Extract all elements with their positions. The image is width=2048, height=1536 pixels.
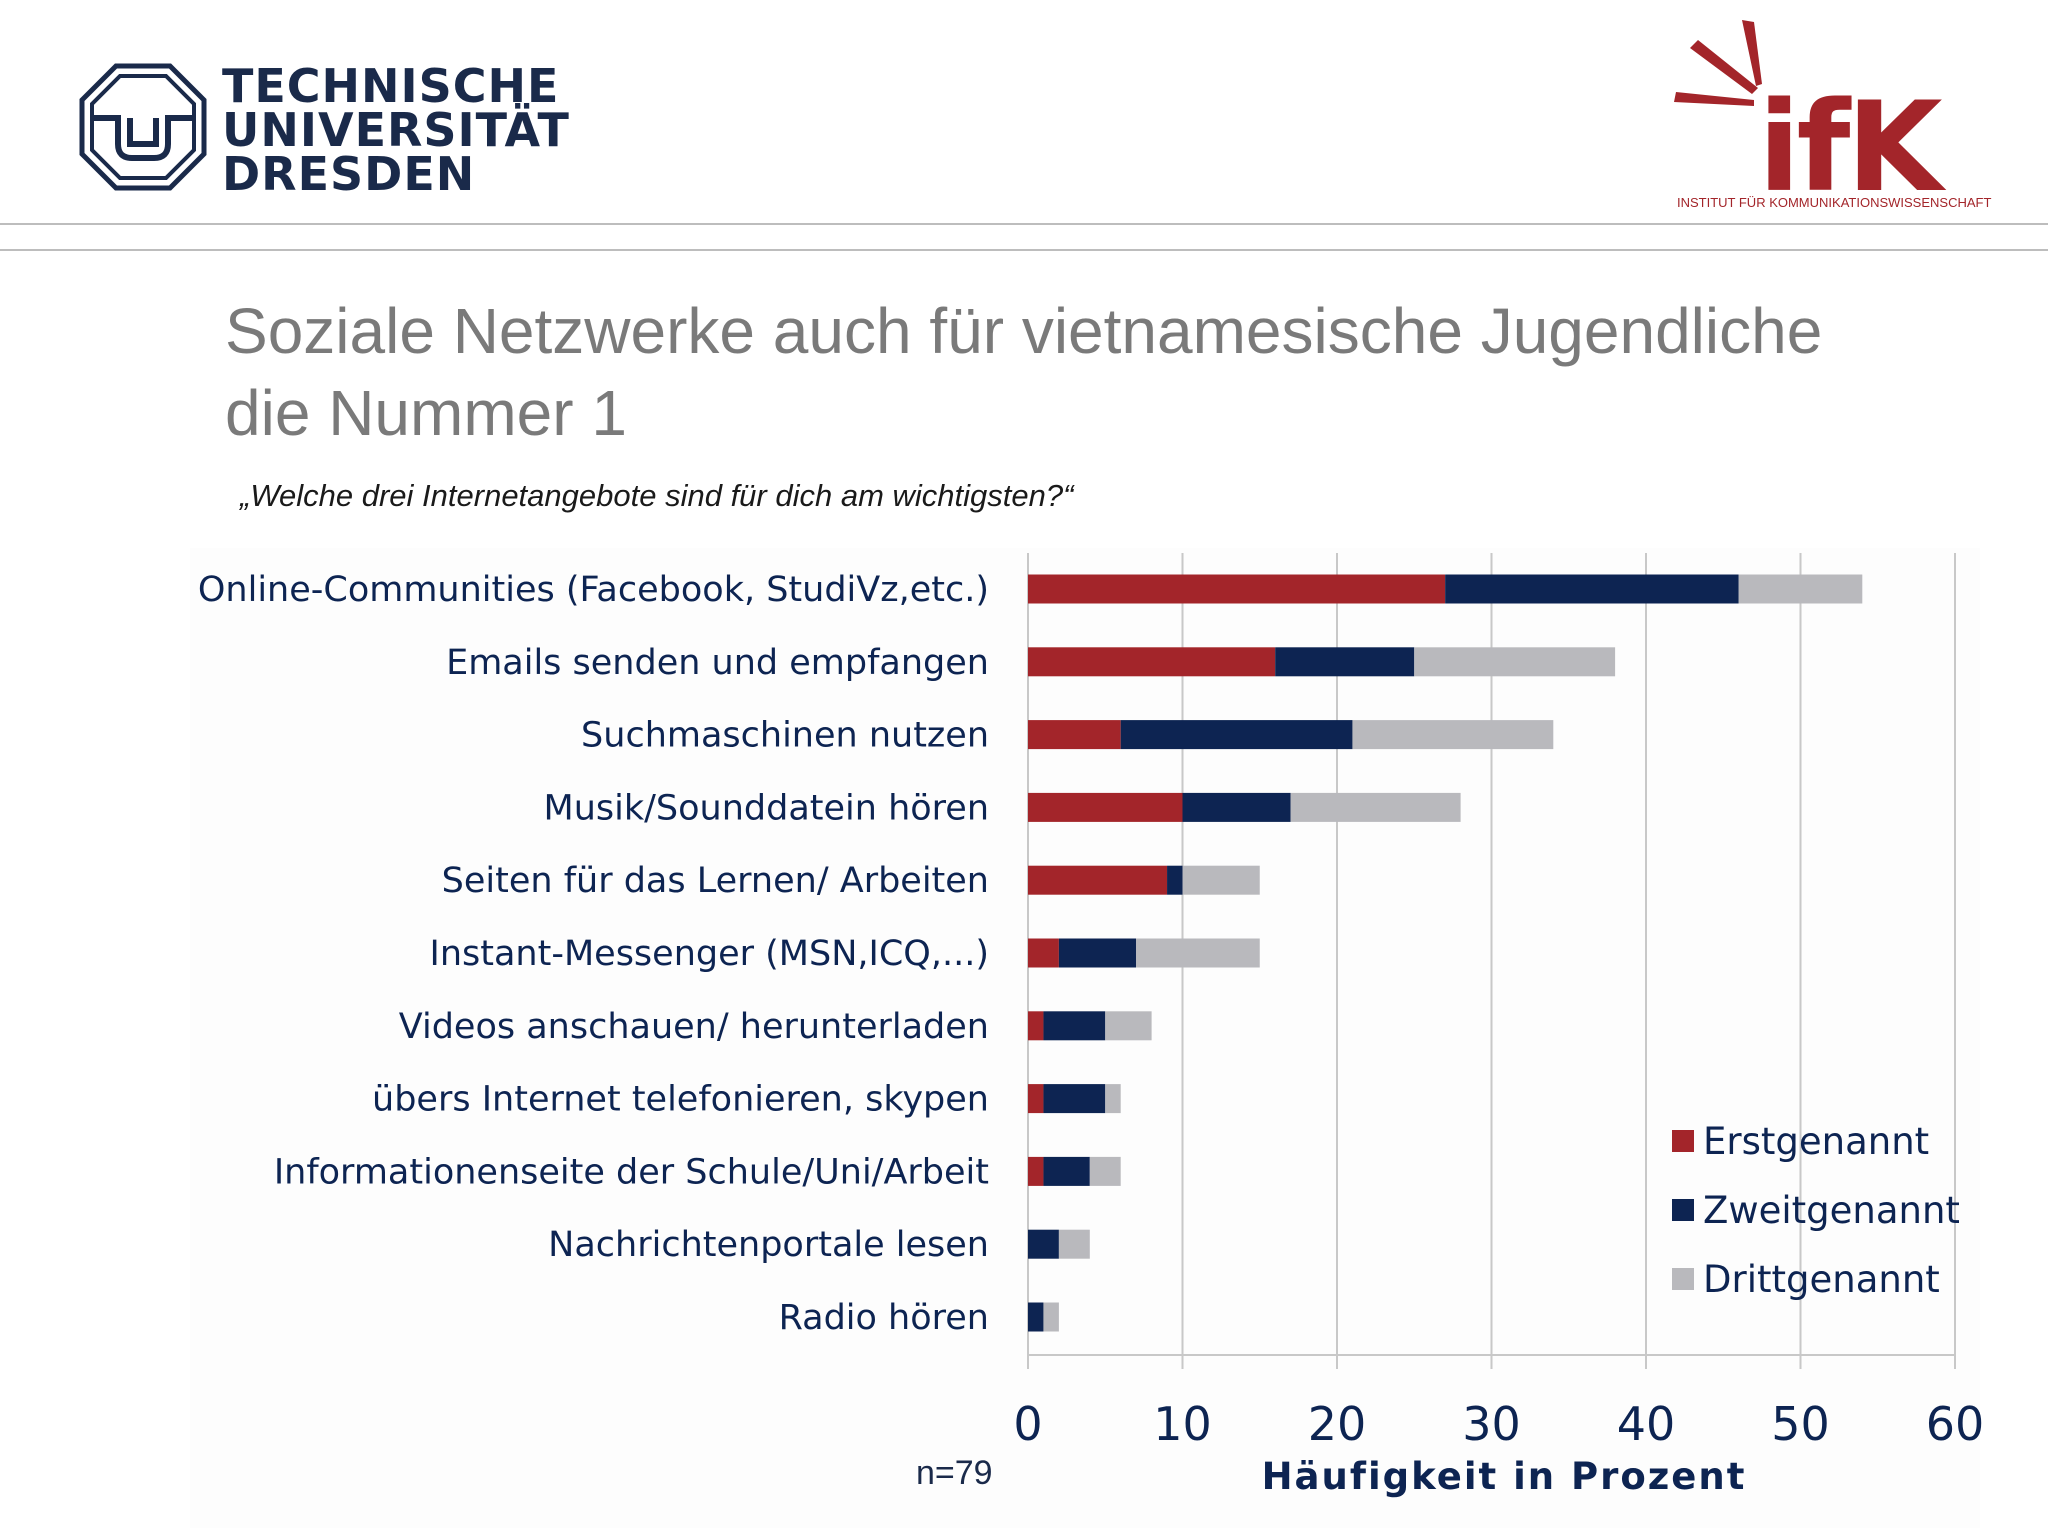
x-tick-label: 20 [1308,1397,1367,1451]
ifk-mark: ifK [1758,76,1946,220]
ifk-subtitle: INSTITUT FÜR KOMMUNIKATIONSWISSENSCHAFT [1677,195,1992,210]
bar-segment [1028,1302,1044,1332]
x-tick-label: 50 [1771,1397,1830,1451]
bar-segment [1028,792,1183,822]
category-label: Videos anschauen/ herunterladen [399,1007,989,1047]
tud-line-2: UNIVERSITÄT [222,103,570,157]
bar-segment [1105,1084,1121,1114]
bar-segment [1043,1156,1090,1186]
x-tick-label: 30 [1462,1397,1521,1451]
bar-segment [1028,1084,1044,1114]
bar-segment [1043,1084,1106,1114]
bar-segment [1028,938,1059,968]
bar-segment [1167,865,1183,895]
bar-segment [1058,1229,1090,1259]
tu-dresden-wordmark: TECHNISCHE UNIVERSITÄT DRESDEN [222,59,570,201]
header-rule-top [0,223,2048,225]
bar-segment [1445,574,1739,604]
bar-segment [1414,647,1616,677]
x-tick-label: 40 [1617,1397,1676,1451]
bar-segment [1028,647,1276,677]
bar-segment [1028,1229,1059,1259]
bar-segment [1182,865,1260,895]
bar-segment [1028,865,1168,895]
legend-label: Zweitgenannt [1703,1189,1960,1232]
slide-title-line-1: Soziale Netzwerke auch für vietnamesisch… [225,295,1823,367]
tu-dresden-logo [79,63,207,191]
slide-header: TECHNISCHE UNIVERSITÄT DRESDEN ifK INSTI… [0,0,2048,260]
category-label: Online-Communities (Facebook, StudiVz,et… [198,570,989,610]
sample-size-note: n=79 [916,1454,993,1492]
bar-segment [1028,574,1446,604]
bar-segment [1043,1011,1106,1041]
header-rule-bottom [0,249,2048,251]
category-label: Emails senden und empfangen [446,643,989,683]
legend-swatch [1672,1130,1694,1152]
bar-segment [1352,720,1554,750]
category-label: Seiten für das Lernen/ Arbeiten [442,861,989,901]
bar-segment [1290,792,1461,822]
category-label: übers Internet telefonieren, skypen [372,1080,989,1120]
x-axis-title: Häufigkeit in Prozent [1262,1455,1747,1498]
x-tick-label: 60 [1926,1397,1985,1451]
bar-segment [1120,720,1353,750]
tud-line-3: DRESDEN [222,147,476,201]
bar-segment [1043,1302,1059,1332]
bar-segment [1136,938,1260,968]
ifk-logo: ifK [1674,20,1950,220]
slide-title: Soziale Netzwerke auch für vietnamesisch… [225,290,2005,454]
bar-segment [1028,1011,1044,1041]
bar-segment [1738,574,1863,604]
bar-segment [1275,647,1415,677]
category-label: Musik/Sounddatein hören [544,788,990,828]
bar-segment [1028,720,1121,750]
bar-segment [1028,1156,1044,1186]
category-label: Instant-Messenger (MSN,ICQ,...) [430,934,989,974]
category-label: Radio hören [779,1298,989,1338]
survey-question: „Welche drei Internetangebote sind für d… [240,478,1074,513]
bar-segment [1058,938,1137,968]
x-tick-label: 0 [1013,1397,1042,1451]
legend-swatch [1672,1199,1694,1221]
bar-segment [1182,792,1291,822]
x-tick-label: 10 [1153,1397,1212,1451]
category-label: Nachrichtenportale lesen [548,1225,989,1265]
legend-label: Drittgenannt [1703,1258,1940,1301]
legend-label: Erstgenannt [1703,1120,1929,1163]
slide-title-line-2: die Nummer 1 [225,377,627,449]
tud-line-1: TECHNISCHE [222,59,560,113]
category-label: Suchmaschinen nutzen [581,716,989,756]
legend-swatch [1672,1268,1694,1290]
bar-segment [1089,1156,1121,1186]
bar-segment [1105,1011,1152,1041]
category-label: Informationenseite der Schule/Uni/Arbeit [274,1152,989,1192]
